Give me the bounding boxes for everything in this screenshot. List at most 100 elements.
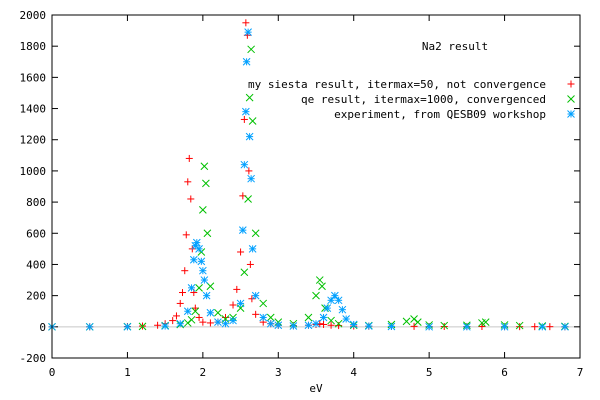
data-point [169,317,177,325]
y-tick-label: 0 [39,321,46,334]
data-point [440,323,448,331]
data-point [187,195,195,203]
data-point [349,320,358,329]
data-point [304,321,313,330]
data-point [200,162,209,171]
data-point [244,28,252,37]
data-point [195,245,203,253]
data-point [478,323,486,331]
data-point [410,322,418,330]
data-point [244,195,252,203]
data-point [251,291,260,300]
data-point [531,323,539,331]
data-point [252,310,260,318]
data-point [312,291,320,300]
legend-marker [567,80,575,88]
data-point [402,317,411,326]
data-point [176,299,184,307]
data-point [259,313,268,322]
data-point [229,316,237,325]
data-point [538,322,547,331]
data-point [245,132,254,141]
y-tick-label: 1600 [20,71,47,84]
data-point [189,255,198,264]
data-point [248,117,257,125]
data-point [182,231,190,239]
data-point [192,238,201,247]
plot-frame [51,14,581,359]
chart-title: Na2 result [422,40,488,53]
data-point [187,315,196,324]
x-tick-label: 7 [577,366,584,379]
data-point [199,206,207,214]
data-point [248,245,257,253]
data-point [327,296,335,305]
data-point [206,319,214,327]
data-point [123,322,132,331]
data-point [247,174,255,183]
data-point [515,321,524,330]
legend-marker [567,110,575,118]
data-point [187,283,196,292]
data-point [304,313,313,322]
legend: my siesta result, itermax=50, not conver… [248,78,575,121]
data-point [259,299,268,308]
data-point [463,322,471,331]
data-point [440,321,449,330]
y-axis: -200 0 200 400 600 800 1000 1200 1400 1600 1800 200… [20,9,580,365]
data-point [206,308,215,317]
series-layer [48,19,569,331]
legend-entry-label: my siesta result, itermax=50, not conver… [248,78,546,91]
data-point [184,178,192,186]
data-point [334,319,343,328]
data-point [240,160,249,169]
data-point [323,304,332,312]
data-point [413,318,422,326]
data-point [246,260,254,268]
data-point [266,313,275,322]
x-axis: 0 1 2 3 4 5 6 7 [49,15,584,379]
data-point [320,320,328,328]
data-point [318,282,326,291]
data-point [241,107,250,116]
data-point [191,304,199,312]
data-point [195,313,203,321]
data-point [185,154,193,162]
y-tick-label: 1000 [20,165,47,178]
series-3 [48,28,569,331]
data-point [85,322,94,331]
data-point [195,283,203,292]
data-point [214,308,222,317]
data-point [197,257,206,266]
data-point [315,276,324,284]
data-point [561,322,569,331]
x-tick-label: 6 [501,366,508,379]
x-tick-label: 0 [49,366,56,379]
data-point [251,229,260,238]
data-point [247,45,255,54]
x-axis-label: eV [309,382,323,395]
data-point [229,301,237,309]
y-tick-label: -200 [20,352,47,365]
legend-entry-label: experiment, from QESB09 workshop [334,108,546,121]
data-point [242,19,250,27]
data-point [319,313,328,322]
y-tick-label: 200 [26,290,46,303]
data-point [203,229,212,238]
x-tick-label: 5 [426,366,433,379]
data-point [172,312,180,320]
data-point [546,323,554,331]
data-point [221,313,229,321]
x-tick-label: 4 [350,366,357,379]
y-tick-label: 1200 [20,134,47,147]
data-point [274,321,283,330]
data-point [327,316,335,325]
x-tick-label: 2 [200,366,207,379]
data-point [342,315,351,323]
data-point [245,167,253,175]
data-point [364,322,373,330]
data-point [481,318,490,326]
data-point [516,323,524,331]
data-point [161,322,169,330]
